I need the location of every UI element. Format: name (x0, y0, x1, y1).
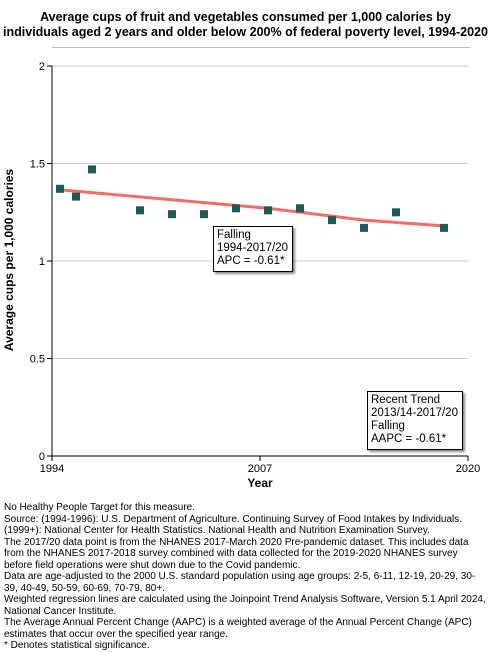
data-point (296, 204, 304, 213)
y-tick-label: 0 (39, 451, 45, 463)
gridlines (52, 65, 468, 359)
falling-trend-annotation: Falling 1994-2017/20 APC = -0.61* (213, 226, 293, 272)
note-line: The Average Annual Percent Change (AAPC)… (4, 617, 472, 640)
data-point (392, 208, 400, 217)
x-tick-label: 1994 (40, 463, 64, 475)
data-point (136, 206, 144, 215)
chart-title: Average cups of fruit and vegetables con… (0, 10, 491, 40)
chart-title-line-2: individuals aged 2 years and older below… (3, 25, 488, 39)
recent-trend-line-2: 2013/14-2017/20 (371, 407, 458, 419)
trend-line (58, 188, 446, 228)
data-point (360, 223, 368, 232)
y-tick-label: 1 (39, 256, 45, 268)
data-point (328, 216, 336, 225)
note-line: Data are age-adjusted to the 2000 U.S. s… (4, 571, 476, 594)
data-point (440, 223, 448, 232)
note-line: No Healthy People Target for this measur… (4, 502, 196, 513)
falling-annotation-line-3: APC = -0.61* (217, 255, 285, 267)
chart-title-line-1: Average cups of fruit and vegetables con… (40, 10, 451, 24)
data-point (232, 204, 240, 213)
data-point (56, 184, 64, 193)
data-point (200, 210, 208, 219)
y-tick-label: 0.5 (30, 354, 45, 366)
data-point (88, 165, 96, 174)
chart-notes: No Healthy People Target for this measur… (4, 502, 488, 652)
falling-annotation-line-1: Falling (217, 229, 251, 241)
y-tick-label: 2 (39, 61, 45, 73)
trend-line-layer (58, 188, 446, 228)
data-point (264, 206, 272, 215)
recent-trend-line-3: Falling (371, 420, 405, 432)
note-line: Source: (1994-1996): U.S. Department of … (4, 513, 463, 537)
y-axis-label: Average cups per 1,000 calories (2, 169, 16, 352)
recent-trend-annotation: Recent Trend 2013/14-2017/20 Falling AAP… (367, 391, 463, 450)
x-tick-label: 2007 (248, 463, 272, 475)
y-tick-label: 1.5 (30, 159, 45, 171)
note-line: The 2017/20 data point is from the NHANE… (4, 536, 469, 571)
data-point (168, 210, 176, 219)
data-points (56, 165, 448, 232)
axes: 0 0.5 1 1.5 2 1994 2007 2020 (30, 61, 481, 475)
data-point (72, 192, 80, 201)
note-line: Weighted regression lines are calculated… (4, 594, 486, 617)
falling-annotation-line-2: 1994-2017/20 (217, 242, 288, 254)
recent-trend-line-1: Recent Trend (371, 394, 441, 406)
title-divider (52, 47, 470, 48)
x-axis-label: Year (247, 476, 273, 490)
x-tick-label: 2020 (456, 463, 480, 475)
recent-trend-line-4: AAPC = -0.61* (371, 433, 447, 445)
